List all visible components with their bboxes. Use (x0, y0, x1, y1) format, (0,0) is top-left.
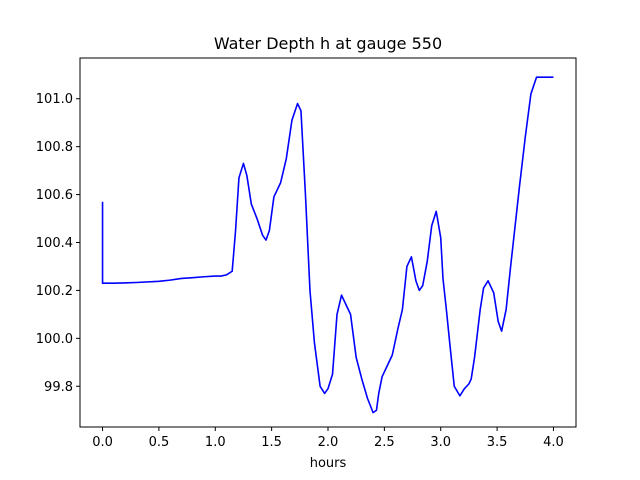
x-tick-label: 2.5 (374, 435, 395, 450)
x-tick-label: 0.0 (92, 435, 113, 450)
x-tick-label: 4.0 (543, 435, 564, 450)
plot-frame (79, 57, 577, 428)
y-tick-label: 100.2 (36, 284, 73, 299)
y-tick-label: 100.4 (36, 236, 73, 251)
x-tick-label: 3.0 (430, 435, 451, 450)
series-line-0 (101, 76, 554, 414)
x-tick-label: 1.0 (205, 435, 226, 450)
x-tick-label: 0.5 (149, 435, 170, 450)
y-tick-label: 100.8 (36, 140, 73, 155)
x-axis: 0.0 0.5 1.0 1.5 2.0 2.5 3.0 3.5 4.0 (92, 427, 564, 450)
x-tick-label: 1.5 (261, 435, 282, 450)
y-tick-label: 99.8 (44, 380, 73, 395)
chart-title: Water Depth h at gauge 550 (214, 34, 442, 53)
y-tick-label: 101.0 (36, 92, 73, 107)
y-tick-label: 100.0 (36, 332, 73, 347)
plot-area (79, 57, 577, 428)
x-axis-label: hours (310, 456, 347, 471)
x-tick-label: 3.5 (487, 435, 508, 450)
y-axis: 99.8 100.0 100.2 100.4 100.6 100.8 101.0 (36, 92, 80, 395)
x-tick-label: 2.0 (318, 435, 339, 450)
y-tick-label: 100.6 (36, 188, 73, 203)
